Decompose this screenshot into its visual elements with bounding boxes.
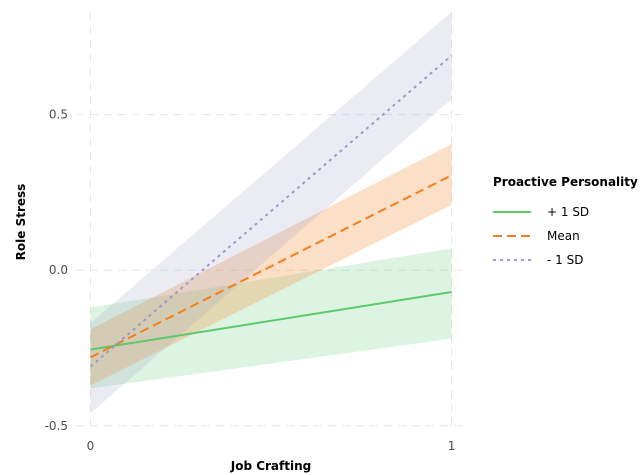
confidence-band [90, 12, 452, 414]
legend: Proactive Personality + 1 SD Mean - 1 SD [493, 175, 638, 267]
y-tick-label: 0.5 [49, 108, 68, 122]
series-line [90, 291, 452, 351]
y-tick-label: -0.5 [45, 419, 68, 433]
series-lines [89, 54, 453, 368]
legend-items: + 1 SD Mean - 1 SD [493, 205, 589, 267]
legend-title: Proactive Personality [493, 175, 638, 189]
grid-lines [76, 12, 466, 432]
series-line [89, 54, 453, 368]
x-tick-label: 0 [87, 439, 95, 453]
confidence-band [90, 144, 452, 386]
legend-label: - 1 SD [547, 253, 583, 267]
y-tick-label: 0.0 [49, 263, 68, 277]
legend-label: Mean [547, 229, 580, 243]
series-line [89, 174, 453, 359]
y-axis-ticks: -0.5 0.0 0.5 [45, 108, 68, 433]
x-axis-title: Job Crafting [230, 459, 312, 473]
confidence-band [90, 248, 452, 389]
legend-label: + 1 SD [547, 205, 589, 219]
y-axis-title: Role Stress [14, 184, 28, 261]
x-tick-label: 1 [448, 439, 456, 453]
confidence-bands [90, 12, 452, 414]
